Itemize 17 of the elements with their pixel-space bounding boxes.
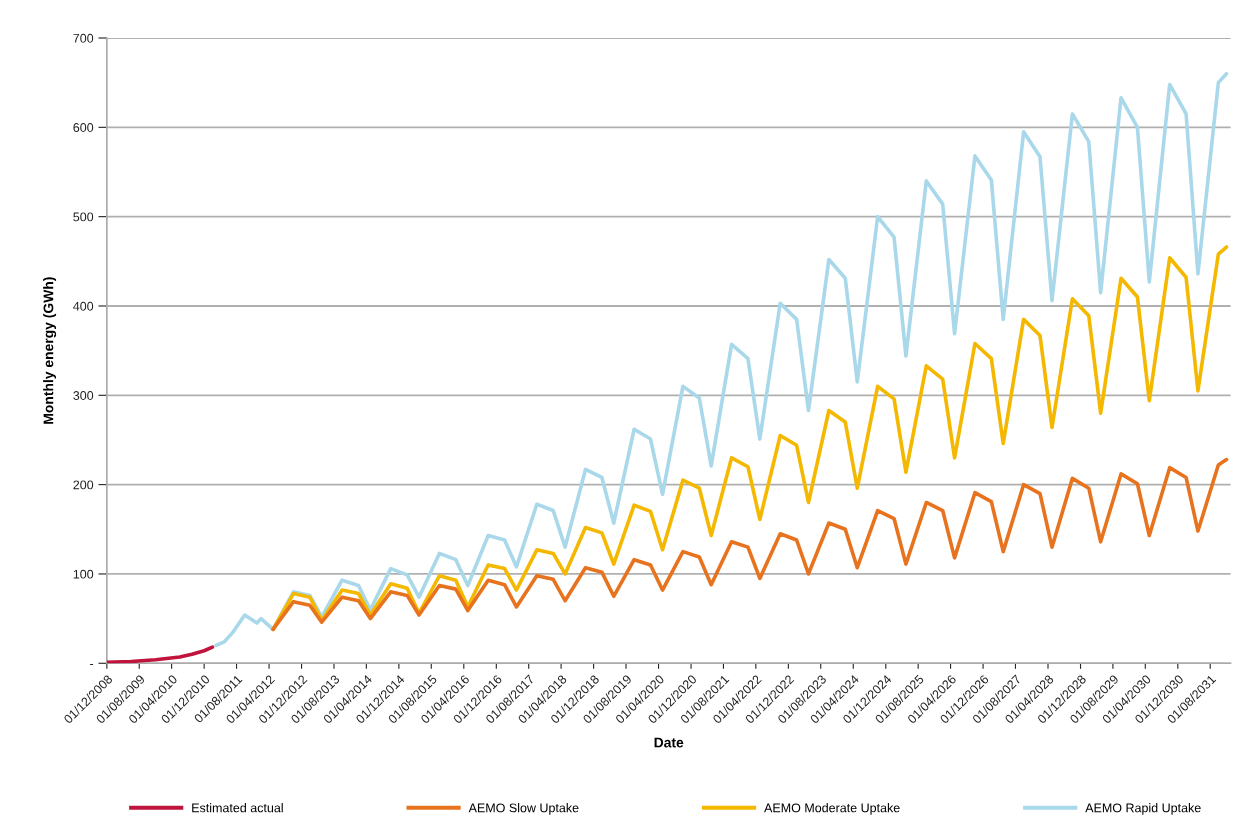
line-series xyxy=(271,457,1229,632)
legend-label: AEMO Rapid Uptake xyxy=(1085,803,1201,815)
y-tick-label: 600 xyxy=(73,123,94,132)
y-tick-label: - xyxy=(90,664,94,665)
legend-label: AEMO Moderate Uptake xyxy=(764,803,900,815)
line-series xyxy=(214,71,1229,648)
x-axis-title: Date xyxy=(654,737,684,748)
y-axis-title: Monthly energy (GWh) xyxy=(43,277,57,424)
line-series xyxy=(106,645,215,664)
legend-label: AEMO Slow Uptake xyxy=(468,803,579,815)
y-tick-label: 400 xyxy=(73,301,94,311)
y-tick-label: 100 xyxy=(73,569,94,579)
y-tick-label: 700 xyxy=(73,33,94,43)
y-tick-label: 200 xyxy=(73,480,94,490)
legend-label: Estimated actual xyxy=(192,803,283,813)
y-tick-label: 500 xyxy=(73,212,94,222)
y-tick-label: 300 xyxy=(73,391,94,400)
